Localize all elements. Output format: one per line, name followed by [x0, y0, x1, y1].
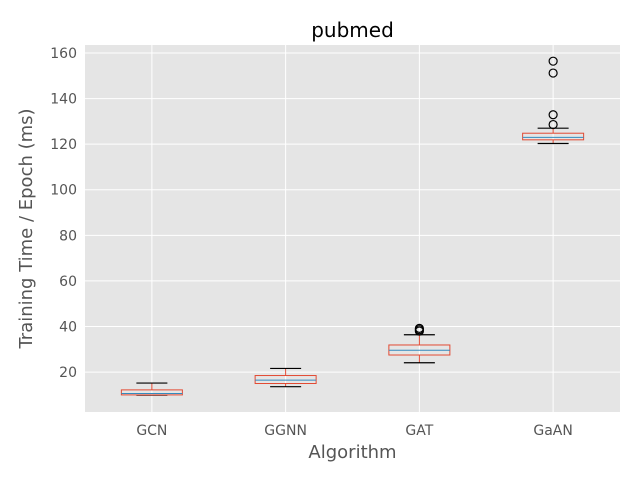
x-tick-labels: GCN GGNN GAT GaAN — [136, 423, 573, 439]
boxes-layer — [120, 56, 585, 396]
plot-area — [85, 45, 620, 412]
x-tick-label: GAT — [405, 423, 433, 439]
x-axis-title: Algorithm — [308, 442, 396, 463]
y-tick-label: 40 — [59, 320, 77, 336]
iqr-box — [522, 132, 585, 141]
box-gcn — [120, 382, 183, 396]
outlier-point — [548, 110, 558, 120]
outlier-point — [548, 119, 558, 130]
grid-lines — [85, 45, 620, 412]
y-axis-title: Training Time / Epoch (ms) — [16, 108, 37, 349]
y-tick-label: 160 — [50, 46, 77, 62]
outlier-point — [414, 323, 424, 333]
y-tick-label: 120 — [50, 137, 77, 153]
iqr-box — [120, 389, 183, 396]
x-tick-label: GGNN — [264, 423, 307, 439]
box-gaan — [522, 56, 585, 145]
y-tick-labels: 20 40 60 80 100 120 140 160 — [50, 46, 77, 381]
y-tick-label: 60 — [59, 274, 77, 290]
y-tick-label: 80 — [59, 228, 77, 244]
x-tick-label: GCN — [136, 423, 167, 439]
y-tick-label: 140 — [50, 92, 77, 108]
outlier-point — [548, 68, 558, 78]
x-tick-label: GaAN — [533, 423, 572, 439]
y-tick-label: 100 — [50, 183, 77, 199]
box-ggnn — [254, 367, 317, 388]
iqr-box — [254, 375, 317, 385]
box-gat — [388, 323, 451, 364]
outlier-point — [548, 56, 558, 66]
chart-title: pubmed — [311, 18, 394, 42]
y-tick-label: 20 — [59, 365, 77, 381]
